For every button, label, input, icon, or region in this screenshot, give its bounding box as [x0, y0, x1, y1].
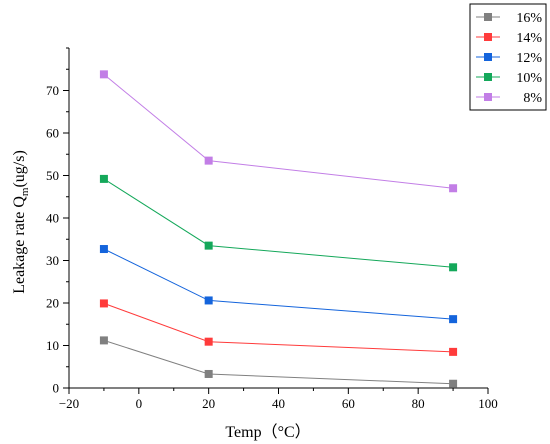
data-point	[449, 347, 458, 356]
data-point	[204, 156, 213, 165]
legend-marker	[484, 53, 492, 61]
y-tick-label: 50	[46, 168, 59, 183]
y-tick-label: 70	[46, 83, 59, 98]
legend-item: 14%	[476, 31, 542, 46]
data-point	[99, 70, 108, 79]
data-point	[99, 245, 108, 254]
x-tick-label: −20	[59, 396, 79, 411]
x-tick-label: 0	[136, 396, 143, 411]
series-3	[99, 174, 458, 272]
y-axis-title-subscript: m	[19, 187, 31, 196]
data-point	[204, 337, 213, 346]
legend-label: 8%	[523, 91, 542, 106]
x-tick-label: 100	[478, 396, 498, 411]
legend-label: 12%	[516, 51, 542, 66]
legend-item: 10%	[476, 71, 542, 86]
data-point	[449, 315, 458, 324]
legend-item: 8%	[476, 91, 542, 106]
data-point	[204, 241, 213, 250]
y-tick-label: 20	[46, 296, 59, 311]
series-layer	[99, 70, 458, 388]
legend-label: 16%	[516, 11, 542, 26]
series-4	[99, 70, 458, 193]
series-line	[103, 339, 454, 385]
series-1	[99, 299, 458, 356]
y-tick-label: 60	[46, 126, 59, 141]
legend: 16% 14% 12% 10% 8%	[469, 3, 547, 111]
legend-marker	[484, 93, 492, 101]
x-tick-label: 20	[202, 396, 215, 411]
data-point	[99, 174, 108, 183]
y-tick-label: 10	[46, 338, 59, 353]
series-line	[103, 178, 454, 268]
data-point	[204, 369, 213, 378]
y-tick-label: 40	[46, 211, 59, 226]
x-axis-title: Temp（°C）	[225, 423, 310, 441]
series-line	[103, 248, 454, 320]
data-point	[449, 184, 458, 193]
data-point	[449, 263, 458, 272]
data-point	[204, 296, 213, 305]
y-tick-label: 30	[46, 253, 59, 268]
series-2	[99, 245, 458, 324]
data-point	[449, 379, 458, 388]
y-axis-title-unit: (ug/s)	[11, 150, 28, 187]
series-line	[103, 74, 454, 189]
series-line	[103, 302, 454, 353]
legend-marker	[484, 13, 492, 21]
x-tick-label: 60	[342, 396, 355, 411]
y-axis-title-main: Leakage rate Q	[11, 196, 28, 294]
y-tick-label: 0	[53, 381, 60, 396]
legend-label: 10%	[516, 71, 542, 86]
legend-item: 16%	[476, 11, 542, 26]
data-point	[99, 336, 108, 345]
legend-marker	[484, 33, 492, 41]
legend-label: 14%	[516, 31, 542, 46]
y-axis-title: Leakage rate Qm(ug/s)	[11, 150, 31, 294]
legend-marker	[484, 73, 492, 81]
x-tick-label: 80	[412, 396, 425, 411]
axis-labels: Temp（°C） Leakage rate Qm(ug/s)	[11, 150, 311, 441]
legend-item: 12%	[476, 51, 542, 66]
x-tick-label: 40	[272, 396, 285, 411]
series-0	[99, 336, 458, 388]
data-point	[99, 299, 108, 308]
